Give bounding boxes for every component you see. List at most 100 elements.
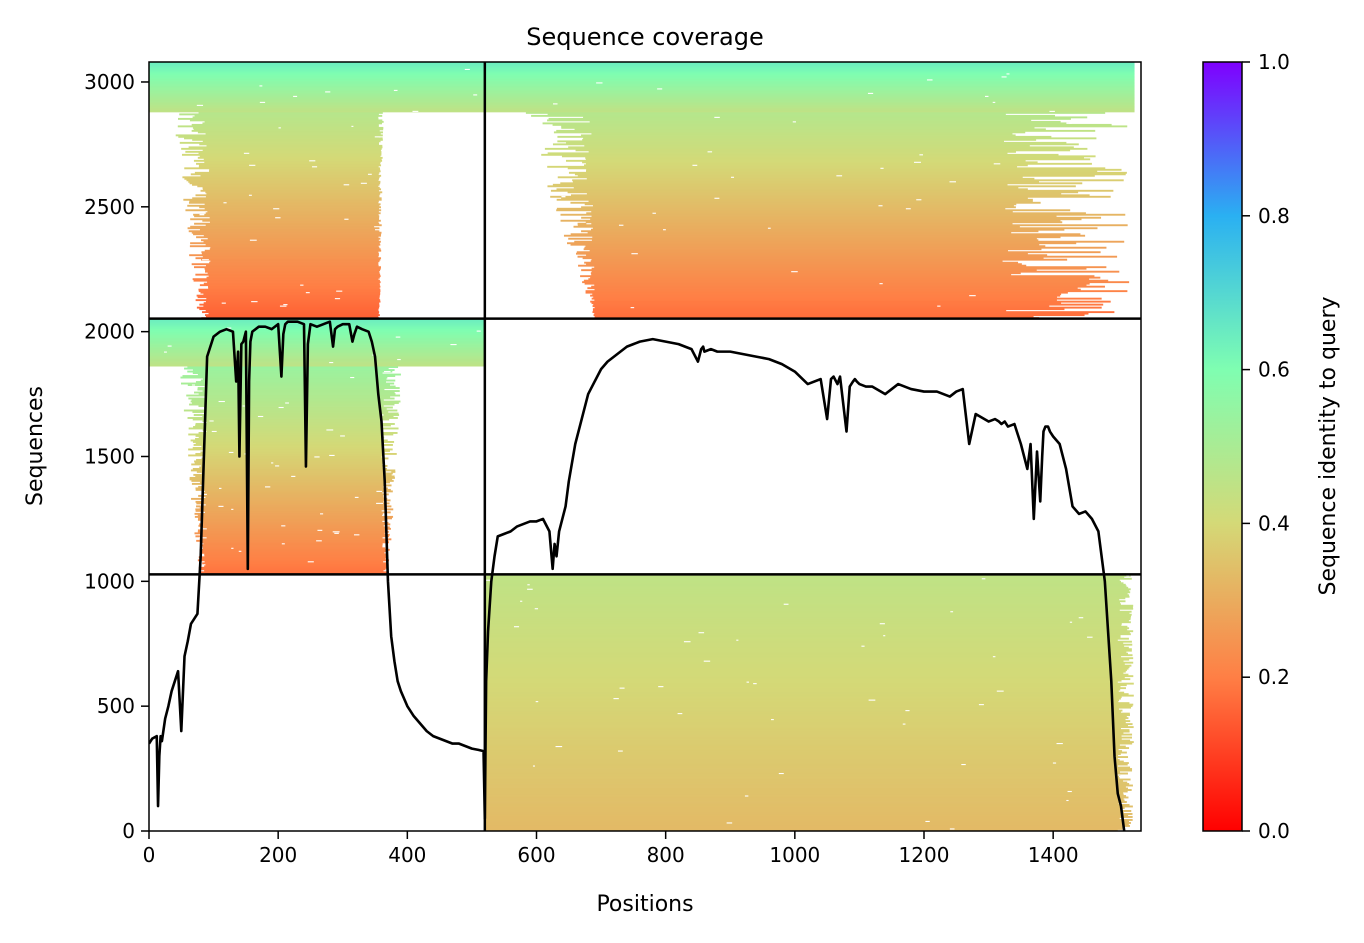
sequence-row bbox=[484, 68, 1135, 71]
sequence-row bbox=[484, 612, 1130, 615]
sequence-row bbox=[484, 810, 1132, 812]
sequence-row bbox=[561, 197, 1028, 200]
plot-frame bbox=[148, 61, 1142, 832]
sequence-row bbox=[484, 796, 1129, 799]
sequence-row bbox=[202, 390, 400, 392]
sequence-row bbox=[194, 215, 380, 218]
sequence-row bbox=[191, 263, 379, 266]
block-middle-left bbox=[149, 318, 485, 575]
gap bbox=[778, 772, 784, 775]
gap bbox=[707, 150, 713, 153]
gap bbox=[325, 90, 331, 93]
gap bbox=[231, 508, 234, 510]
sequence-row bbox=[200, 557, 386, 560]
sequence-row bbox=[484, 634, 1121, 637]
sequence-row bbox=[181, 147, 382, 150]
sequence-row bbox=[201, 499, 391, 502]
gap bbox=[476, 330, 481, 332]
sequence-row bbox=[195, 509, 382, 512]
sequence-row bbox=[205, 563, 389, 566]
sequence-row bbox=[557, 140, 1005, 143]
gap bbox=[1067, 790, 1072, 793]
sequence-row bbox=[202, 140, 381, 143]
sequence-row bbox=[484, 742, 1133, 745]
sequence-row bbox=[206, 421, 383, 424]
sequence-row bbox=[149, 64, 485, 66]
sequence-row bbox=[484, 657, 1134, 660]
gap bbox=[652, 212, 656, 214]
gap bbox=[238, 550, 242, 552]
sequence-row bbox=[484, 598, 1120, 601]
sequence-row bbox=[192, 369, 395, 371]
gap bbox=[961, 763, 966, 766]
gap bbox=[167, 345, 172, 347]
sequence-row bbox=[484, 595, 1130, 598]
sequence-row bbox=[484, 799, 1125, 802]
gap bbox=[792, 120, 796, 123]
sequence-row bbox=[484, 624, 1122, 627]
sequence-row bbox=[204, 249, 382, 252]
gap bbox=[226, 327, 232, 329]
sequence-row bbox=[556, 198, 1033, 201]
gap bbox=[879, 282, 883, 285]
sequence-row bbox=[193, 414, 400, 416]
sequence-row bbox=[195, 194, 380, 197]
sequence-row bbox=[484, 93, 1135, 96]
sequence-row bbox=[484, 780, 1124, 782]
sequence-row bbox=[149, 363, 485, 366]
sequence-row bbox=[484, 616, 1131, 619]
gap bbox=[919, 153, 923, 156]
sequence-row bbox=[484, 724, 1128, 727]
x-axis: 0 200 400 600 800 1000 1200 1400 bbox=[143, 831, 1079, 867]
gap bbox=[703, 660, 711, 662]
sequence-row bbox=[205, 191, 383, 194]
sequence-row bbox=[568, 146, 1074, 149]
sequence-row bbox=[195, 500, 384, 503]
sequence-row bbox=[204, 385, 396, 388]
sequence-row bbox=[195, 508, 394, 511]
sequence-row bbox=[184, 177, 380, 180]
sequence-row bbox=[484, 651, 1127, 654]
sequence-row bbox=[196, 539, 389, 542]
sequence-row bbox=[552, 183, 1008, 186]
sequence-row bbox=[149, 349, 485, 352]
sequence-row bbox=[484, 576, 1125, 579]
sequence-row bbox=[199, 481, 390, 484]
sequence-row bbox=[201, 445, 384, 448]
gap bbox=[221, 302, 226, 304]
gap bbox=[464, 68, 470, 70]
gap bbox=[736, 639, 739, 641]
sequence-row bbox=[590, 294, 1061, 297]
gap bbox=[336, 290, 343, 292]
gap bbox=[259, 84, 263, 87]
sequence-row bbox=[194, 391, 395, 394]
gap bbox=[340, 435, 345, 437]
gap bbox=[374, 225, 382, 228]
sequence-row bbox=[591, 210, 1013, 213]
gap bbox=[329, 454, 335, 456]
sequence-row bbox=[199, 541, 390, 544]
gap bbox=[309, 159, 316, 162]
gap bbox=[305, 291, 310, 294]
sequence-row bbox=[149, 93, 485, 96]
sequence-row bbox=[203, 302, 380, 305]
sequence-row bbox=[484, 709, 1123, 712]
y-axis: 0 500 1000 1500 2000 2500 3000 bbox=[84, 70, 149, 843]
sequence-row bbox=[594, 299, 1057, 302]
sequence-row bbox=[484, 771, 1120, 773]
sequence-row bbox=[186, 394, 401, 397]
sequence-row bbox=[484, 81, 1135, 84]
sequence-row bbox=[206, 297, 380, 300]
sequence-row bbox=[208, 275, 381, 278]
sequence-row bbox=[584, 164, 1028, 167]
sequence-row bbox=[203, 455, 382, 458]
sequence-row bbox=[149, 345, 485, 348]
gap bbox=[1052, 762, 1057, 764]
sequence-row bbox=[190, 469, 396, 472]
sequence-row bbox=[198, 393, 396, 395]
sequence-row bbox=[192, 467, 388, 470]
sequence-row bbox=[484, 664, 1132, 667]
sequence-row bbox=[200, 533, 390, 536]
sequence-row bbox=[187, 384, 390, 386]
sequence-row bbox=[570, 233, 1081, 236]
